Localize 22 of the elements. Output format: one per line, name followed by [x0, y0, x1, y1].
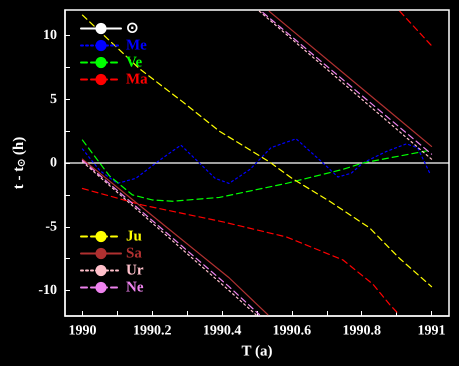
legend-label: Ma: [126, 72, 148, 88]
x-tick-label: 1990.8: [342, 324, 381, 338]
legend-label: Sa: [126, 246, 142, 262]
y-tick-label: -5: [45, 219, 57, 234]
y-tick-label: 10: [43, 28, 57, 43]
x-tick-label: 1990.6: [272, 324, 312, 338]
x-tick-label: 1990: [68, 324, 96, 338]
x-tick-label: 1990.4: [202, 324, 242, 338]
x-tick-label: 1990.2: [133, 324, 172, 338]
y-tick-label: 0: [50, 156, 57, 170]
legend-label: Ur: [126, 262, 144, 278]
legend-label: Ve: [126, 54, 142, 70]
x-tick-label: 1991: [418, 324, 446, 338]
legend-label: Ju: [126, 228, 142, 244]
y-tick-label: 5: [50, 92, 57, 107]
y-tick-label: -10: [38, 283, 57, 298]
legend-label: Me: [126, 38, 148, 54]
y-axis-title: t - t⊙ (h): [11, 136, 28, 190]
x-axis-title: T (a): [242, 344, 272, 360]
legend-label: ⊙: [126, 20, 139, 36]
line-series: [82, 138, 430, 184]
legend-label: Ne: [126, 280, 144, 296]
